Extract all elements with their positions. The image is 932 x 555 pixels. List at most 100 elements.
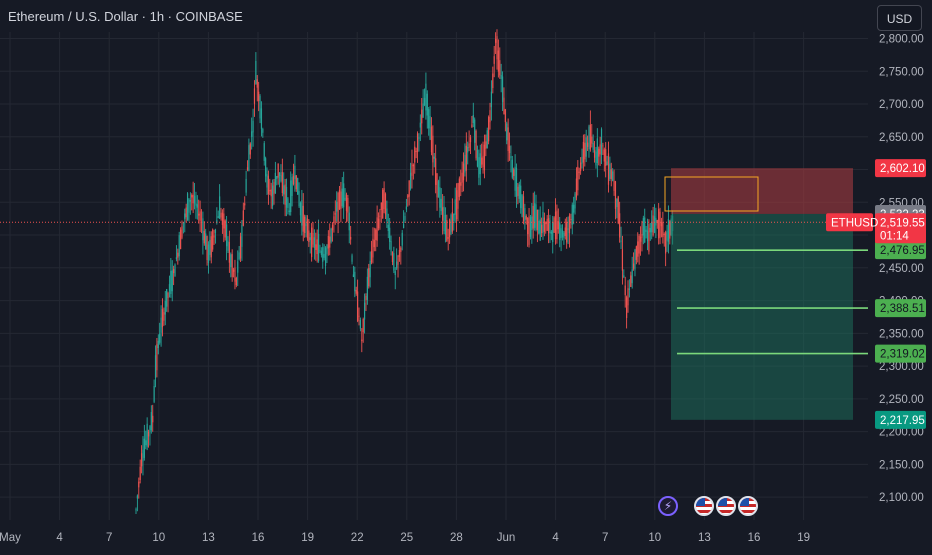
candle-body (478, 157, 480, 178)
candle-body (384, 193, 387, 215)
candle-body (285, 186, 288, 208)
candle-body (573, 204, 575, 213)
tp3-price-badge: 2,319.02 (880, 349, 925, 361)
candle-body (515, 167, 518, 197)
us-flag-icon[interactable] (738, 496, 758, 516)
target-price-badge: 2,217.95 (880, 415, 925, 427)
candle-body (451, 211, 453, 232)
candle-body (362, 319, 364, 333)
candle-body (419, 122, 421, 128)
candle-body (513, 169, 515, 176)
price-countdown: 01:14 (880, 230, 909, 242)
events-row: ⚡ (658, 496, 758, 520)
candle-body (542, 211, 544, 234)
candle-body (494, 38, 497, 43)
candle-body (421, 109, 423, 124)
candle-body (550, 231, 552, 234)
candle-body (596, 138, 598, 164)
candle-body (319, 250, 321, 252)
candle-body (631, 269, 633, 284)
candle-body (146, 423, 148, 447)
candle-body (507, 127, 509, 152)
candle-body (228, 242, 230, 263)
candle-body (237, 261, 239, 273)
stop-price-badge: 2,602.10 (880, 163, 925, 175)
candle-body (380, 202, 382, 210)
tp2-price-badge-bg (875, 299, 926, 318)
candle-body (531, 216, 533, 231)
candle-body (447, 237, 449, 239)
candle-body (163, 312, 165, 321)
stop-loss-zone (671, 168, 853, 214)
candle-body (320, 250, 322, 256)
candle-body (221, 212, 224, 225)
candle-body (556, 210, 558, 240)
candle-body (592, 143, 594, 150)
y-tick-label: 2,800.00 (879, 34, 924, 46)
symbol-badge: ETHUSD (831, 217, 878, 229)
candle-body (638, 235, 640, 254)
candle-body (506, 123, 508, 141)
candle-body (580, 162, 582, 172)
candle-body (202, 218, 204, 241)
candle-body (634, 249, 636, 270)
candle-body (602, 145, 604, 147)
candle-body (181, 226, 183, 238)
y-tick-label: 2,300.00 (879, 361, 924, 373)
candle-body (311, 227, 313, 258)
candle-body (485, 141, 487, 149)
candle-body (521, 194, 523, 217)
stop-price-badge-bg (875, 159, 926, 178)
x-tick-label: 10 (152, 532, 165, 544)
candle-body (639, 236, 642, 242)
candle-body (578, 171, 580, 173)
candle-body (185, 207, 187, 218)
x-tick-label: 4 (552, 532, 559, 544)
candle-body (344, 197, 346, 200)
candle-body (154, 355, 157, 378)
candle-body (206, 236, 208, 261)
candle-body (581, 156, 583, 164)
candle-body (433, 156, 435, 159)
candle-body (249, 143, 251, 155)
entry-box (664, 176, 759, 212)
candle-body (164, 300, 166, 315)
x-tick-label: 7 (106, 532, 112, 544)
candle-body (210, 236, 212, 258)
candle-body (273, 181, 275, 195)
candle-body (283, 185, 285, 195)
candle-body (630, 275, 632, 287)
candle-body (333, 216, 335, 224)
x-tick-label: 13 (202, 532, 215, 544)
candle-body (620, 240, 622, 242)
candle-body (348, 212, 350, 231)
candle-body (559, 222, 561, 240)
y-tick-label: 2,450.00 (879, 263, 924, 275)
us-flag-icon[interactable] (694, 496, 714, 516)
candle-body (567, 228, 569, 230)
us-flag-icon[interactable] (716, 496, 736, 516)
candle-body (369, 260, 371, 278)
y-tick-label: 2,750.00 (879, 66, 924, 78)
candle-body (475, 130, 477, 159)
candle-body (232, 269, 235, 272)
candle-body (350, 236, 352, 240)
currency-button[interactable]: USD (877, 5, 922, 31)
candle-body (326, 245, 328, 255)
candle-body (305, 223, 307, 227)
candle-body (439, 187, 441, 208)
candle-body (474, 119, 476, 143)
candle-body (411, 163, 413, 176)
candle-body (330, 228, 332, 242)
candle-body (510, 156, 512, 159)
candle-body (267, 175, 270, 195)
candle-body (225, 224, 228, 247)
candle-body (520, 185, 522, 209)
candle-body (304, 216, 306, 234)
candle-body (309, 237, 311, 241)
candle-body (299, 202, 302, 216)
lightning-event-icon[interactable]: ⚡ (658, 496, 678, 516)
candle-body (412, 164, 414, 167)
